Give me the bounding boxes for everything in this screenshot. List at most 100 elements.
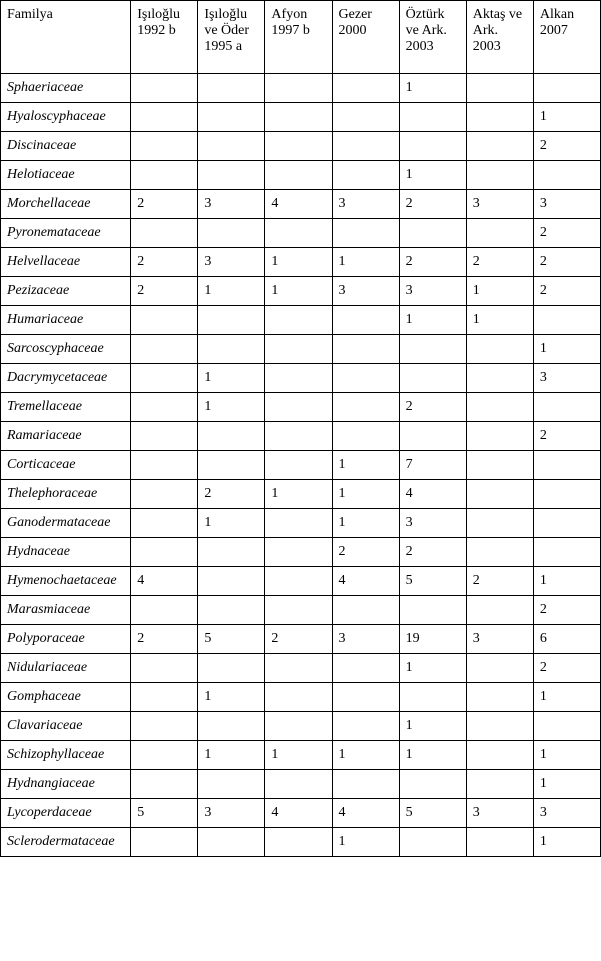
table-row: Gomphaceae11 bbox=[1, 683, 601, 712]
data-cell: 2 bbox=[131, 277, 198, 306]
family-cell: Sclerodermataceae bbox=[1, 828, 131, 857]
data-cell bbox=[265, 103, 332, 132]
data-cell: 1 bbox=[265, 277, 332, 306]
data-cell: 1 bbox=[533, 103, 600, 132]
data-cell: 1 bbox=[533, 567, 600, 596]
data-cell: 1 bbox=[466, 306, 533, 335]
data-cell bbox=[533, 451, 600, 480]
data-cell bbox=[131, 132, 198, 161]
table-row: Humariaceae11 bbox=[1, 306, 601, 335]
table-row: Hymenochaetaceae44521 bbox=[1, 567, 601, 596]
data-cell bbox=[198, 422, 265, 451]
data-cell bbox=[466, 335, 533, 364]
data-cell: 1 bbox=[332, 480, 399, 509]
data-cell bbox=[399, 103, 466, 132]
data-cell bbox=[265, 393, 332, 422]
family-cell: Hydnaceae bbox=[1, 538, 131, 567]
data-cell bbox=[466, 219, 533, 248]
data-cell: 1 bbox=[332, 509, 399, 538]
data-cell bbox=[466, 828, 533, 857]
table-row: Discinaceae2 bbox=[1, 132, 601, 161]
data-cell bbox=[332, 103, 399, 132]
table-row: Clavariaceae1 bbox=[1, 712, 601, 741]
data-cell: 1 bbox=[533, 828, 600, 857]
family-cell: Morchellaceae bbox=[1, 190, 131, 219]
data-cell: 1 bbox=[198, 277, 265, 306]
data-cell: 1 bbox=[265, 741, 332, 770]
data-cell bbox=[265, 161, 332, 190]
data-cell: 2 bbox=[533, 596, 600, 625]
data-cell bbox=[466, 480, 533, 509]
data-cell bbox=[466, 654, 533, 683]
data-cell bbox=[533, 509, 600, 538]
data-cell bbox=[399, 364, 466, 393]
family-cell: Humariaceae bbox=[1, 306, 131, 335]
data-cell bbox=[131, 161, 198, 190]
table-row: Polyporaceae25231936 bbox=[1, 625, 601, 654]
data-cell bbox=[332, 219, 399, 248]
data-cell: 3 bbox=[466, 625, 533, 654]
data-cell: 2 bbox=[399, 538, 466, 567]
family-cell: Sphaeriaceae bbox=[1, 74, 131, 103]
data-cell bbox=[466, 422, 533, 451]
table-row: Lycoperdaceae5344533 bbox=[1, 799, 601, 828]
data-cell: 3 bbox=[198, 248, 265, 277]
data-cell bbox=[399, 770, 466, 799]
col-header-family: Familya bbox=[1, 1, 131, 74]
data-cell bbox=[265, 654, 332, 683]
data-cell bbox=[198, 306, 265, 335]
data-cell bbox=[332, 161, 399, 190]
data-cell bbox=[466, 161, 533, 190]
data-cell bbox=[466, 393, 533, 422]
data-cell bbox=[533, 480, 600, 509]
table-row: Sarcoscyphaceae1 bbox=[1, 335, 601, 364]
table-row: Sphaeriaceae1 bbox=[1, 74, 601, 103]
data-cell bbox=[265, 567, 332, 596]
data-cell bbox=[533, 393, 600, 422]
data-cell bbox=[198, 132, 265, 161]
family-cell: Corticaceae bbox=[1, 451, 131, 480]
data-cell bbox=[332, 596, 399, 625]
data-cell: 4 bbox=[332, 799, 399, 828]
data-cell bbox=[198, 335, 265, 364]
data-cell bbox=[265, 509, 332, 538]
data-cell: 4 bbox=[265, 799, 332, 828]
data-cell bbox=[533, 74, 600, 103]
data-cell bbox=[131, 219, 198, 248]
data-cell: 2 bbox=[533, 132, 600, 161]
data-cell: 3 bbox=[466, 799, 533, 828]
data-cell: 7 bbox=[399, 451, 466, 480]
data-cell bbox=[131, 393, 198, 422]
data-cell bbox=[131, 74, 198, 103]
data-cell: 4 bbox=[265, 190, 332, 219]
data-cell bbox=[265, 770, 332, 799]
data-cell: 3 bbox=[399, 509, 466, 538]
data-cell: 1 bbox=[198, 509, 265, 538]
family-cell: Dacrymycetaceae bbox=[1, 364, 131, 393]
data-cell bbox=[399, 335, 466, 364]
family-cell: Pyronemataceae bbox=[1, 219, 131, 248]
data-cell bbox=[533, 306, 600, 335]
data-cell bbox=[466, 596, 533, 625]
data-cell bbox=[131, 306, 198, 335]
data-cell bbox=[265, 712, 332, 741]
data-cell: 1 bbox=[533, 741, 600, 770]
data-cell bbox=[466, 712, 533, 741]
data-cell: 1 bbox=[399, 654, 466, 683]
data-cell bbox=[466, 103, 533, 132]
col-header-1: Işıloğlu 1992 b bbox=[131, 1, 198, 74]
data-cell: 4 bbox=[399, 480, 466, 509]
table-row: Morchellaceae2343233 bbox=[1, 190, 601, 219]
data-cell bbox=[332, 74, 399, 103]
data-cell: 2 bbox=[131, 190, 198, 219]
data-cell bbox=[131, 712, 198, 741]
data-cell: 3 bbox=[399, 277, 466, 306]
data-cell bbox=[131, 683, 198, 712]
data-cell: 5 bbox=[399, 799, 466, 828]
data-cell: 3 bbox=[466, 190, 533, 219]
data-cell: 3 bbox=[332, 625, 399, 654]
data-cell: 2 bbox=[533, 422, 600, 451]
data-cell bbox=[265, 422, 332, 451]
data-cell bbox=[198, 828, 265, 857]
data-cell bbox=[131, 451, 198, 480]
